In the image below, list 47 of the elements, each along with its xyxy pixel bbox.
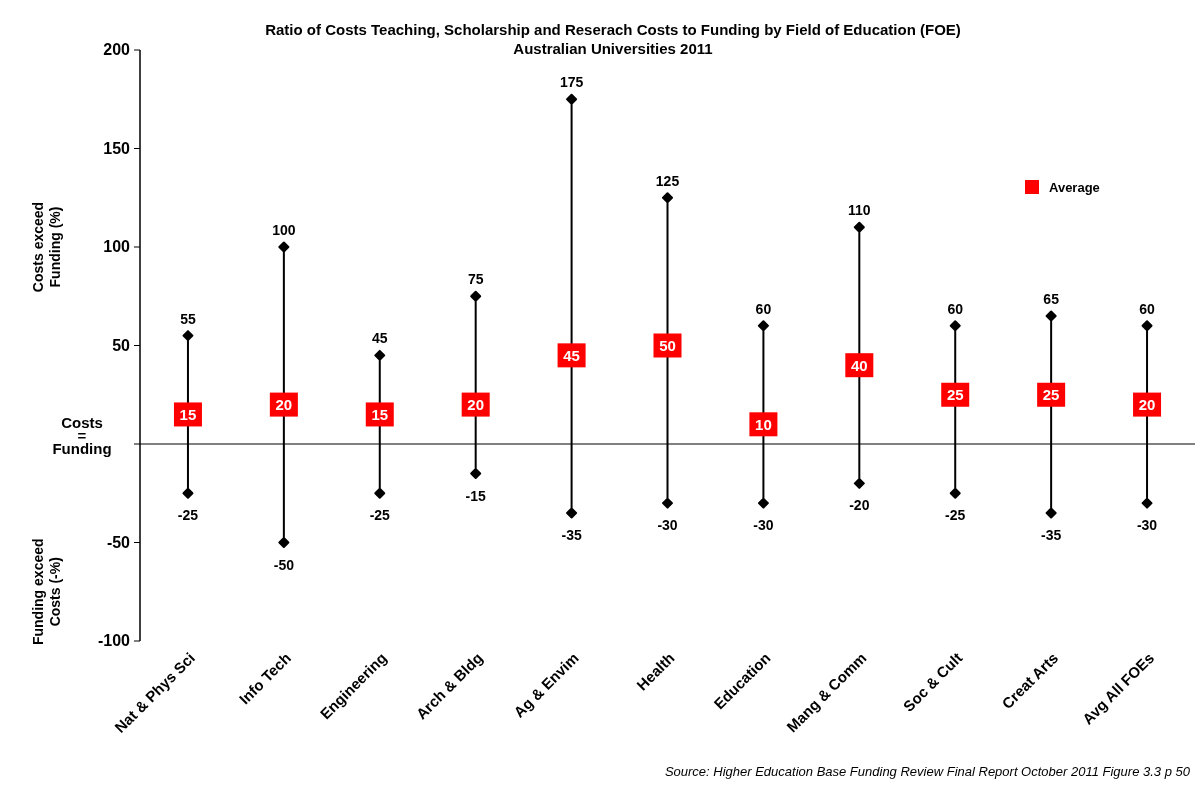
data-label: 45 [563,346,580,364]
y-tick-label: 50 [112,336,131,354]
y-tick-label: -100 [97,632,131,649]
y-tick-label: -50 [106,533,131,551]
y-tick-label: 200 [103,41,131,58]
data-label: 40 [850,356,868,374]
x-tick-label: Soc & Cult [899,649,966,715]
annotation: 110 [848,202,871,219]
data-label: 15 [371,405,389,423]
annotation: -35 [561,526,582,543]
annotation: -50 [273,556,295,573]
data-label: 20 [1138,396,1156,414]
data-label: 20 [275,396,293,414]
annotation: -25 [369,507,391,524]
chart-title: Ratio of Costs Teaching, Scholarship and Reserach Costs to Funding by Field of Education (FOE) [265,21,961,38]
annotation: 175 [559,74,584,91]
annotation: 75 [467,271,484,288]
y-axis-title: Costs exceed Funding (%) [30,201,63,293]
y-tick-label: 100 [103,238,131,255]
data-label: 20 [467,396,485,414]
source-note: Source: Higher Education Base Funding Review Final Report October 2011 Figure 3.3 p 50 [664,764,1191,779]
annotation: 55 [180,310,196,327]
data-label: 10 [755,415,772,433]
annotation: -30 [1136,517,1158,534]
chart-subtitle: Australian Universities 2011 [513,40,713,57]
annotation: 60 [1139,300,1156,317]
annotation: -25 [945,507,966,524]
annotation: 65 [1043,290,1060,307]
y-tick-label: 150 [103,139,131,157]
annotation: -30 [657,517,678,534]
data-label: 25 [946,386,964,404]
text: Costs = Funding [52,414,112,457]
annotation: 100 [272,222,296,238]
text: Funding exceed Costs (-%) [30,538,63,646]
data-label: 15 [179,405,197,423]
data-label: 25 [1042,386,1060,404]
annotation: 60 [947,300,964,317]
annotation: -30 [753,517,774,534]
legend-label: Average [1049,180,1100,195]
annotation: 45 [371,330,388,347]
annotation: -35 [1041,526,1062,543]
annotation: -20 [849,497,870,514]
annotation: 60 [755,300,772,317]
annotation: 125 [655,172,680,189]
annotation: -25 [177,507,199,524]
annotation: -15 [465,487,487,504]
data-label: 50 [659,337,676,354]
